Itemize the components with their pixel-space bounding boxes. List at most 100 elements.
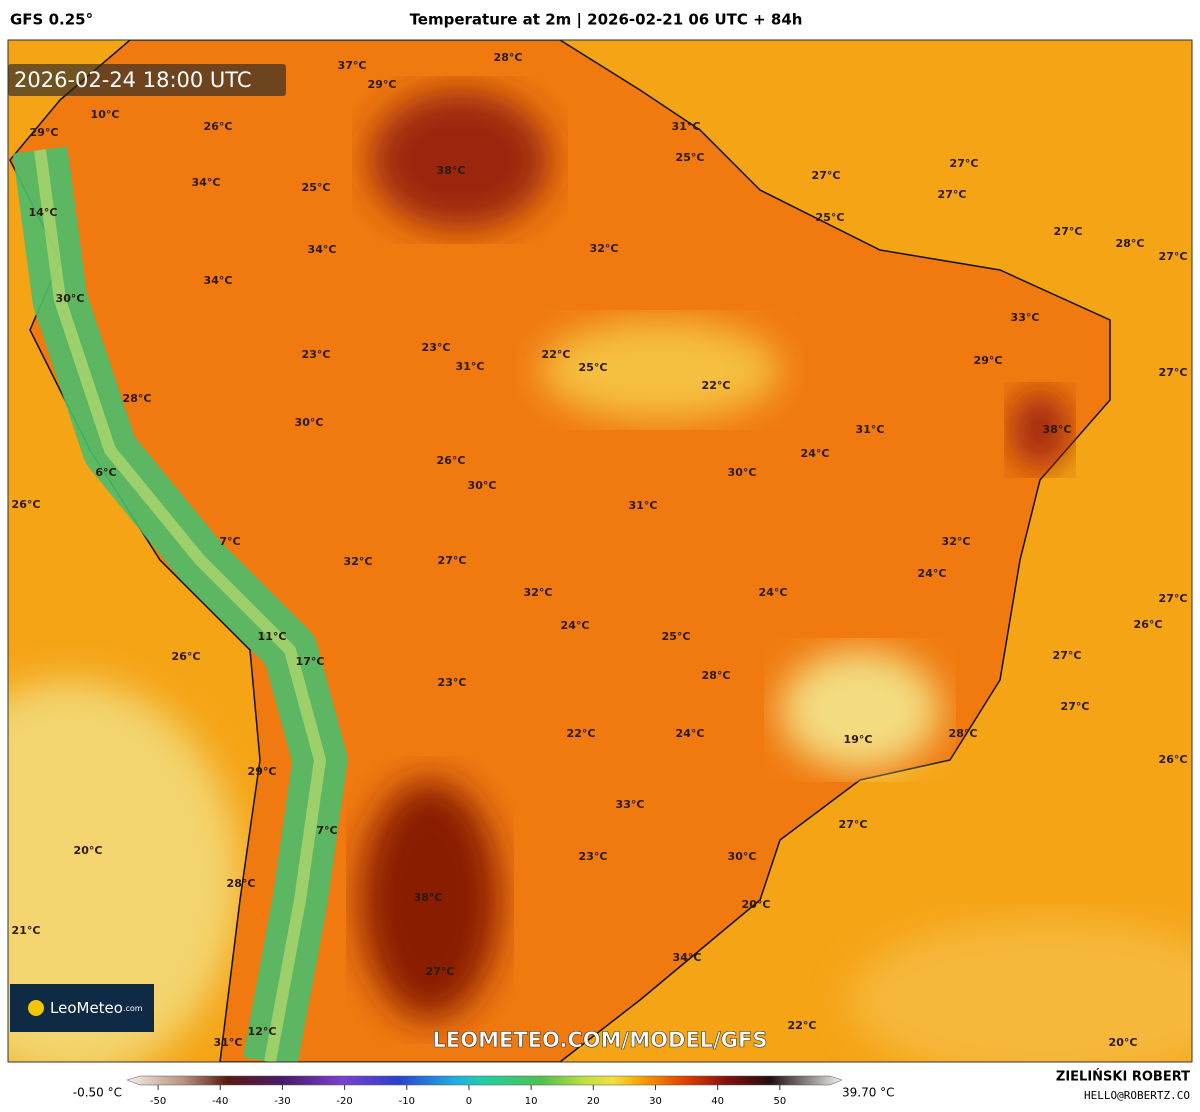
- temperature-label: 38°C: [1043, 423, 1072, 436]
- temperature-label: 29°C: [974, 354, 1003, 367]
- temperature-label: 27°C: [1159, 366, 1188, 379]
- temperature-label: 27°C: [1159, 250, 1188, 263]
- temperature-label: 34°C: [204, 274, 233, 287]
- temperature-label: 30°C: [468, 479, 497, 492]
- temperature-label: 25°C: [579, 361, 608, 374]
- temperature-label: 22°C: [702, 379, 731, 392]
- colorbar-tick-label: 40: [711, 1096, 724, 1107]
- temperature-label: 28°C: [227, 877, 256, 890]
- temperature-label: 30°C: [295, 416, 324, 429]
- temperature-label: 23°C: [579, 850, 608, 863]
- temperature-label: 32°C: [524, 586, 553, 599]
- temperature-label: 27°C: [950, 157, 979, 170]
- temperature-label: 22°C: [567, 727, 596, 740]
- logo-text: LeoMeteo.com: [50, 999, 143, 1017]
- colorbar-tick-label: 0: [466, 1096, 472, 1107]
- temperature-label: 27°C: [1061, 700, 1090, 713]
- valid-time: 2026-02-24 18:00 UTC: [14, 68, 252, 92]
- temperature-label: 26°C: [172, 650, 201, 663]
- temperature-label: 28°C: [123, 392, 152, 405]
- map-frame: [7, 39, 1193, 1063]
- colorbar-max: 39.70 °C: [842, 1086, 895, 1100]
- temperature-label: 33°C: [616, 798, 645, 811]
- temperature-label: 29°C: [368, 78, 397, 91]
- temperature-label: 24°C: [801, 447, 830, 460]
- colorbar-tick-label: -30: [274, 1096, 290, 1107]
- cool-ocean: [850, 920, 1192, 1062]
- temperature-label: 27°C: [438, 554, 467, 567]
- mild-zone: [540, 320, 780, 420]
- temperature-label: 22°C: [542, 348, 571, 361]
- temperature-label: 31°C: [456, 360, 485, 373]
- temperature-label: 7°C: [219, 535, 240, 548]
- temperature-label: 25°C: [676, 151, 705, 164]
- temperature-label: 27°C: [1053, 649, 1082, 662]
- temperature-label: 21°C: [12, 924, 41, 937]
- colorbar-tick-label: -10: [399, 1096, 415, 1107]
- temperature-label: 34°C: [673, 951, 702, 964]
- temperature-label: 28°C: [949, 727, 978, 740]
- temperature-label: 31°C: [629, 499, 658, 512]
- colorbar: [126, 1075, 843, 1086]
- temperature-label: 32°C: [942, 535, 971, 548]
- land: [9, 40, 1111, 1062]
- temperature-label: 32°C: [590, 242, 619, 255]
- colorbar-tick-label: 20: [587, 1096, 600, 1107]
- author-email: HELLO@ROBERTZ.CO: [1084, 1089, 1190, 1102]
- temperature-label: 30°C: [728, 850, 757, 863]
- temperature-label: 34°C: [308, 243, 337, 256]
- temperature-label: 26°C: [1134, 618, 1163, 631]
- temperature-label: 24°C: [918, 567, 947, 580]
- temperature-label: 26°C: [1159, 753, 1188, 766]
- temperature-label: 32°C: [344, 555, 373, 568]
- temperature-label: 27°C: [812, 169, 841, 182]
- temperature-label: 33°C: [1011, 311, 1040, 324]
- author-name: ZIELIŃSKI ROBERT: [1056, 1069, 1190, 1085]
- logo-sun: [28, 1000, 44, 1016]
- temperature-label: 24°C: [676, 727, 705, 740]
- temperature-label: 11°C: [258, 630, 287, 643]
- temperature-label: 31°C: [672, 120, 701, 133]
- temperature-label: 26°C: [12, 498, 41, 511]
- cool-ocean: [8, 680, 240, 1062]
- hot-zone: [360, 780, 500, 1020]
- temperature-label: 20°C: [1109, 1036, 1138, 1049]
- temperature-label: 31°C: [214, 1036, 243, 1049]
- time-box: [8, 64, 286, 96]
- temperature-label: 23°C: [438, 676, 467, 689]
- temperature-label: 23°C: [302, 348, 331, 361]
- temperature-label: 25°C: [302, 181, 331, 194]
- temperature-label: 26°C: [437, 454, 466, 467]
- watermark: LEOMETEO.COM/MODEL/GFS: [433, 1028, 768, 1052]
- temperature-label: 28°C: [702, 669, 731, 682]
- temperature-label: 30°C: [728, 466, 757, 479]
- temperature-label: 27°C: [839, 818, 868, 831]
- temperature-label: 6°C: [95, 466, 116, 479]
- colorbar-tick-label: 50: [773, 1096, 786, 1107]
- temperature-label: 20°C: [742, 898, 771, 911]
- temperature-label: 27°C: [1054, 225, 1083, 238]
- hot-zone: [1010, 390, 1070, 470]
- temperature-label: 24°C: [561, 619, 590, 632]
- temperature-label: 26°C: [204, 120, 233, 133]
- andes-ridge: [34, 149, 327, 1062]
- colorbar-tick-label: -20: [336, 1096, 352, 1107]
- temperature-label: 27°C: [938, 188, 967, 201]
- temperature-label: 30°C: [56, 292, 85, 305]
- map-title: Temperature at 2m | 2026-02-21 06 UTC + …: [410, 11, 803, 30]
- temperature-label: 25°C: [662, 630, 691, 643]
- temperature-label: 20°C: [74, 844, 103, 857]
- temperature-label: 38°C: [414, 891, 443, 904]
- temperature-label: 29°C: [30, 126, 59, 139]
- temperature-label: 14°C: [29, 206, 58, 219]
- temperature-label: 23°C: [422, 341, 451, 354]
- mild-zone: [780, 650, 940, 770]
- temperature-label: 28°C: [494, 51, 523, 64]
- temperature-label: 28°C: [1116, 237, 1145, 250]
- model-name: GFS 0.25°: [10, 11, 93, 29]
- temperature-label: 7°C: [316, 824, 337, 837]
- colorbar-tick-label: 10: [525, 1096, 538, 1107]
- temperature-label: 27°C: [426, 965, 455, 978]
- colorbar-min: -0.50 °C: [73, 1086, 122, 1100]
